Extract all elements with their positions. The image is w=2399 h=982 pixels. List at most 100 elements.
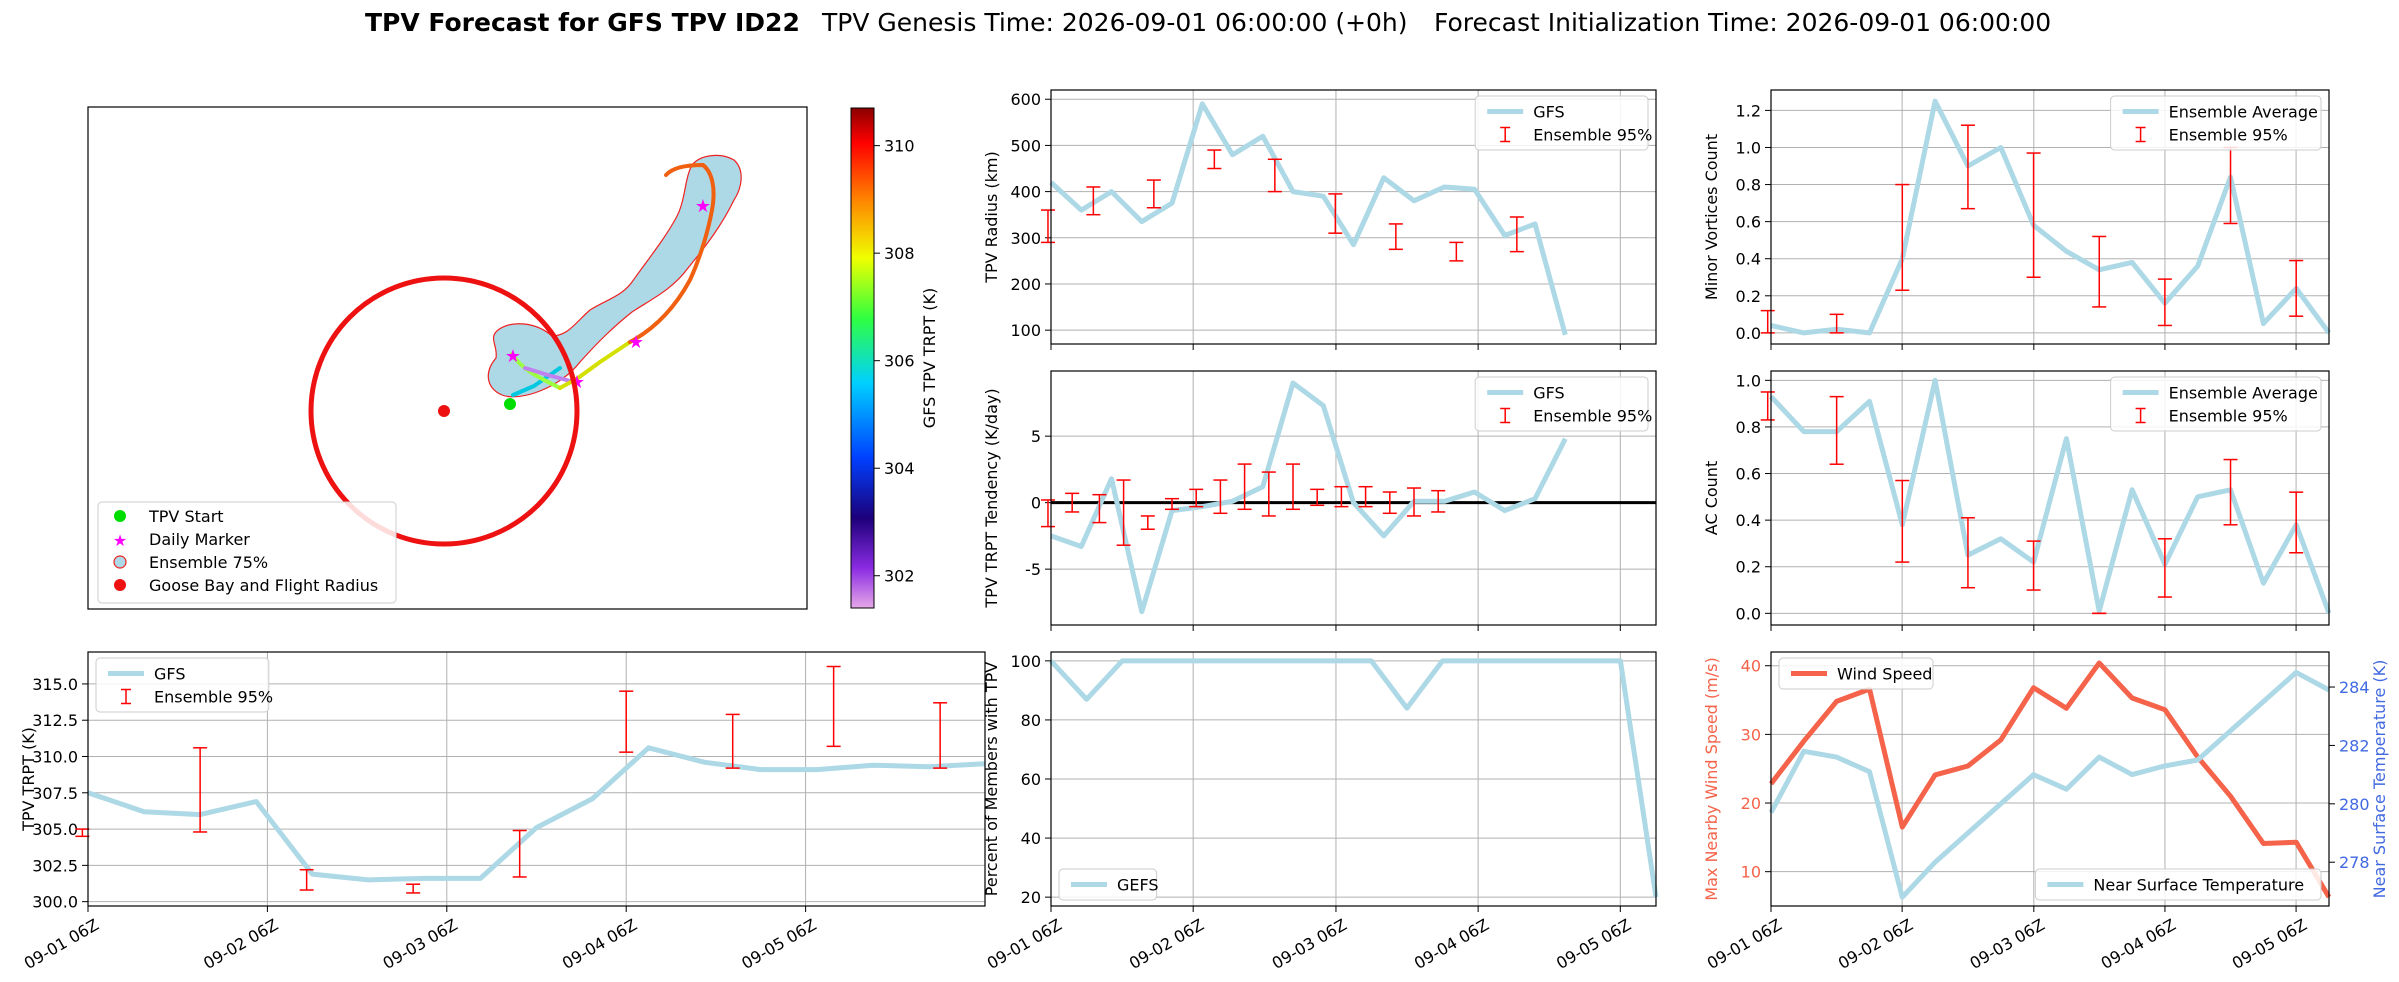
minor-ytick-label-6: 1.2 xyxy=(1736,101,1761,120)
wind-ytick-label-1: 20 xyxy=(1741,794,1761,813)
track-segment-violet xyxy=(523,366,576,384)
radius-errorbar-3 xyxy=(1207,149,1222,170)
legend-goose-bay-icon xyxy=(114,579,126,591)
wind-frame xyxy=(1770,651,2330,907)
genesis-time: TPV Genesis Time: 2026-09-01 06:00:00 (+… xyxy=(821,8,1408,37)
panel-tpv-trpt: 300.0 302.5 305.0 307.5 310.0 312.5 315.0 09-01… xyxy=(19,651,986,973)
colorbar-label: GFS TPV TRPT (K) xyxy=(920,288,939,428)
percent-xtick-label-0: 09-01 06Z xyxy=(984,915,1065,973)
minor-errorbar-1 xyxy=(1829,313,1844,334)
radius-legend-label-0: GFS xyxy=(1533,103,1564,122)
minor-ytick-label-2: 0.4 xyxy=(1736,250,1761,269)
tendency-errorbar-13 xyxy=(1358,485,1373,508)
colorbar-tick-label-0: 302 xyxy=(884,567,915,586)
ac-errorbar-6 xyxy=(2157,538,2172,598)
ac-series-0 xyxy=(1769,377,2332,615)
legend-goose-bay: Goose Bay and Flight Radius xyxy=(149,576,378,595)
minor-ytick-label-0: 0.0 xyxy=(1736,324,1761,343)
radius-ytick-label-2: 300 xyxy=(1010,229,1041,248)
minor-ytick-label-1: 0.2 xyxy=(1736,287,1761,306)
wind-series-1 xyxy=(1768,669,2331,900)
trpt-ytick-label-5: 312.5 xyxy=(32,711,78,730)
radius-ytick-label-3: 400 xyxy=(1010,183,1041,202)
radius-legend-tr: GFS Ensemble 95% xyxy=(1474,95,1652,151)
ac-legend-box-tr xyxy=(2110,376,2322,432)
colorbar-tick-label-4: 310 xyxy=(884,137,915,156)
minor-legend-label-0: Ensemble Average xyxy=(2169,103,2318,122)
panel-trpt-tendency: -5 0 5 TPV TRPT Tendency (K/day) GFS Ensemble… xyxy=(982,370,1657,631)
percent-frame xyxy=(1050,651,1657,907)
tendency-ylabel: TPV TRPT Tendency (K/day) xyxy=(982,388,1001,608)
trpt-errorbar-4 xyxy=(512,829,527,878)
radius-frame xyxy=(1050,89,1657,345)
wind-legend-label-0: Near Surface Temperature xyxy=(2093,876,2304,895)
ac-legend-tr: Ensemble Average Ensemble 95% xyxy=(2110,376,2322,432)
trpt-errorbar-3 xyxy=(406,883,421,894)
colorbar-gradient xyxy=(850,107,875,609)
percent-ytick-label-0: 20 xyxy=(1021,888,1041,907)
trpt-frame xyxy=(87,651,986,907)
colorbar-tick-label-3: 308 xyxy=(884,244,915,263)
map-frame xyxy=(87,106,808,610)
tendency-ytick-label-1: 0 xyxy=(1031,494,1041,513)
radius-errorbar-8 xyxy=(1509,216,1524,253)
ac-errorbar-2 xyxy=(1895,479,1910,563)
tendency-errorbar-7 xyxy=(1213,479,1228,515)
wind-xtick-label-2: 09-03 06Z xyxy=(1967,915,2048,973)
init-time: Forecast Initialization Time: 2026-09-01… xyxy=(1434,8,2051,37)
wind-ytick-right-label-2: 282 xyxy=(2339,736,2370,755)
wind-ytick-label-0: 10 xyxy=(1741,863,1761,882)
trpt-errorbar-5 xyxy=(619,690,634,753)
tendency-errorbar-8 xyxy=(1237,463,1252,511)
trpt-legend-label-1: Ensemble 95% xyxy=(154,688,273,707)
tendency-legend-label-1: Ensemble 95% xyxy=(1533,407,1652,426)
minor-legend-box-tr xyxy=(2110,95,2322,151)
radius-ylabel: TPV Radius (km) xyxy=(982,151,1001,284)
wind-ylabel-right: Near Surface Temperature (K) xyxy=(2370,660,2389,899)
wind-ytick-right-label-1: 280 xyxy=(2339,795,2370,814)
minor-ytick-label-5: 1.0 xyxy=(1736,138,1761,157)
trpt-errorbar-7 xyxy=(826,665,841,748)
tendency-errorbar-6 xyxy=(1189,488,1204,508)
minor-errorbar-0 xyxy=(1760,309,1775,334)
minor-errorbar-6 xyxy=(2157,278,2172,327)
tendency-errorbar-12 xyxy=(1334,485,1349,508)
percent-legend-box-bl xyxy=(1058,868,1158,901)
minor-errorbar-2 xyxy=(1895,183,1910,291)
trpt-errorbar-6 xyxy=(725,713,740,769)
percent-legend-bl: GEFS xyxy=(1058,868,1159,901)
tendency-errorbar-1 xyxy=(1065,492,1080,513)
ac-errorbar-7 xyxy=(2223,458,2238,526)
wind-xtick-label-0: 09-01 06Z xyxy=(1704,915,1785,973)
wind-legend-br: Near Surface Temperature xyxy=(2034,868,2322,901)
figure-title: TPV Forecast for GFS TPV ID22 xyxy=(365,8,800,37)
trpt-xtick-label-1: 09-02 06Z xyxy=(200,915,281,973)
minor-ytick-label-4: 0.8 xyxy=(1736,176,1761,195)
radius-ytick-label-0: 100 xyxy=(1010,321,1041,340)
minor-legend-tr: Ensemble Average Ensemble 95% xyxy=(2110,95,2322,151)
panel-wind-temperature: 10 20 30 40 09-01 06Z 09-02 06Z 09-03 06Z 09-04… xyxy=(1702,651,2389,973)
legend-daily-marker: Daily Marker xyxy=(149,530,250,549)
track-segment-green xyxy=(510,352,562,390)
radius-errorbar-7 xyxy=(1449,241,1464,262)
tendency-legend-tr: GFS Ensemble 95% xyxy=(1474,376,1652,432)
trpt-xtick-label-0: 09-01 06Z xyxy=(21,915,102,973)
radius-ytick-label-4: 500 xyxy=(1010,136,1041,155)
tendency-frame xyxy=(1050,370,1657,626)
ac-ytick-label-1: 0.2 xyxy=(1736,558,1761,577)
track-segment-mid xyxy=(558,340,632,390)
minor-errorbar-4 xyxy=(2026,152,2041,279)
ac-legend-label-1: Ensemble 95% xyxy=(2169,407,2288,426)
percent-ytick-label-4: 100 xyxy=(1010,652,1041,671)
radius-ytick-label-1: 200 xyxy=(1010,275,1041,294)
wind-ylabel: Max Nearby Wind Speed (m/s) xyxy=(1702,657,1721,900)
radius-errorbar-4 xyxy=(1267,158,1282,193)
map-legend: ★ TPV Start Daily Marker Ensemble 75% Go… xyxy=(97,501,397,604)
percent-xtick-label-4: 09-05 06Z xyxy=(1553,915,1634,973)
radius-errorbar-6 xyxy=(1388,223,1403,251)
tendency-errorbar-10 xyxy=(1286,463,1300,511)
track-segment-warm xyxy=(628,162,716,344)
legend-ensemble-icon xyxy=(113,555,127,569)
daily-marker-1: ★ xyxy=(505,346,521,367)
trpt-ytick-label-0: 300.0 xyxy=(32,893,78,912)
